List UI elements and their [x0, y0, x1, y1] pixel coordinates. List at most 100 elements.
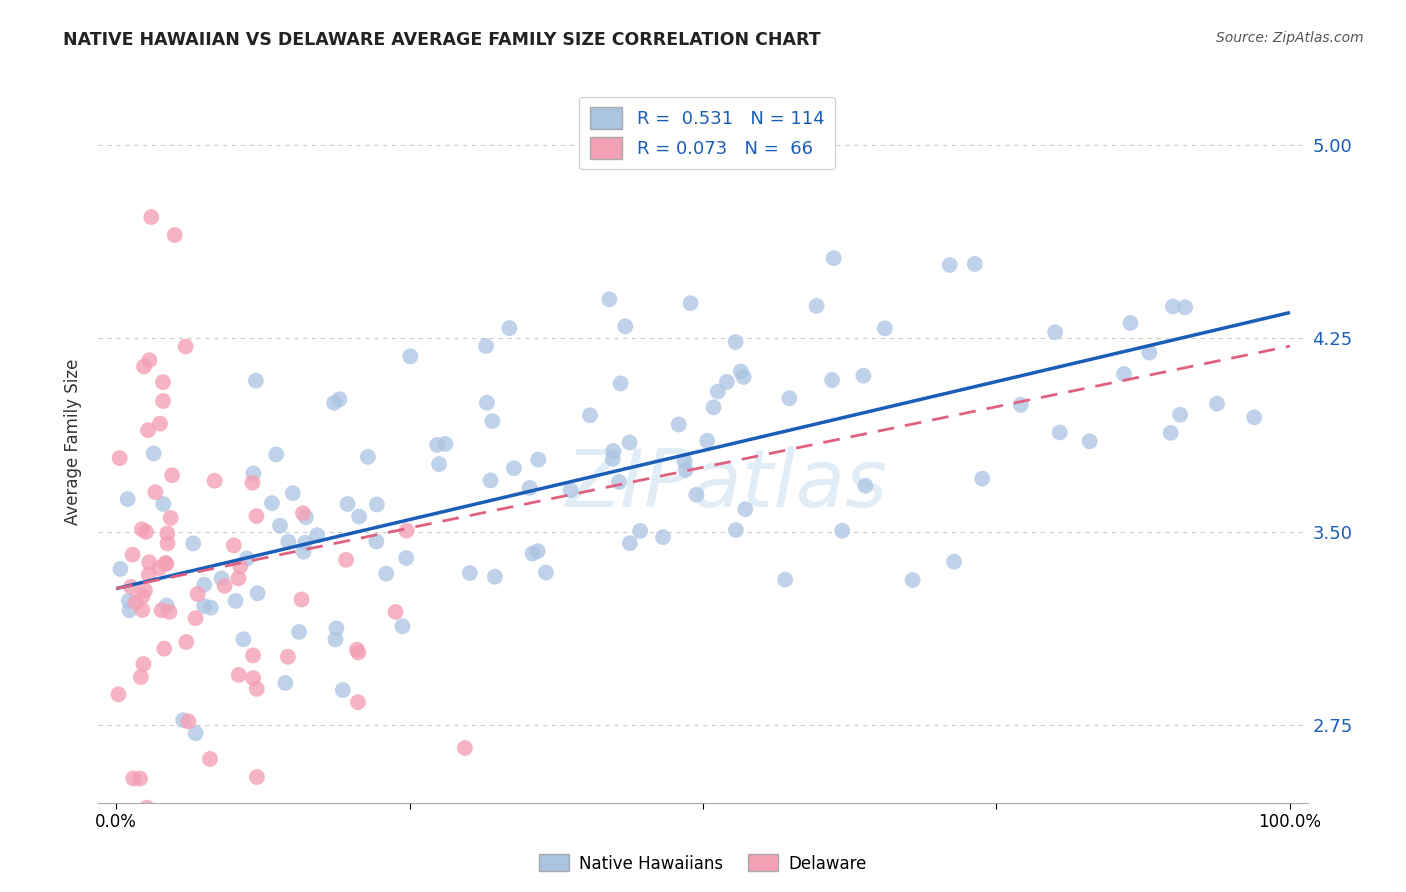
Point — [702, 401, 724, 415]
Point — [152, 394, 174, 409]
Point — [156, 526, 179, 541]
Point — [198, 752, 221, 766]
Point — [602, 444, 624, 458]
Point — [1119, 316, 1142, 330]
Y-axis label: Average Family Size: Average Family Size — [65, 359, 83, 524]
Point — [503, 461, 526, 475]
Point — [242, 671, 264, 685]
Point — [246, 586, 269, 600]
Point — [526, 544, 548, 558]
Point — [733, 370, 755, 384]
Point — [181, 536, 204, 550]
Point — [1043, 325, 1066, 339]
Point — [174, 635, 197, 649]
Point — [1137, 345, 1160, 359]
Point — [110, 562, 132, 576]
Point — [177, 714, 200, 729]
Point — [152, 375, 174, 389]
Point — [121, 548, 143, 562]
Point — [197, 857, 219, 871]
Point — [399, 349, 422, 363]
Point — [131, 522, 153, 536]
Point — [277, 649, 299, 664]
Point — [619, 536, 641, 550]
Point — [274, 676, 297, 690]
Point — [156, 536, 179, 550]
Text: ZIPatlas: ZIPatlas — [567, 446, 889, 524]
Point — [366, 498, 388, 512]
Point — [246, 681, 269, 696]
Point — [291, 506, 314, 520]
Point — [336, 497, 359, 511]
Point — [184, 611, 207, 625]
Point — [193, 599, 215, 613]
Point — [325, 621, 347, 635]
Point — [136, 423, 159, 437]
Point — [395, 524, 418, 538]
Point — [963, 257, 986, 271]
Point — [246, 770, 269, 784]
Point — [132, 657, 155, 671]
Point — [153, 641, 176, 656]
Point — [222, 538, 245, 552]
Point — [159, 605, 181, 619]
Point — [498, 321, 520, 335]
Point — [375, 566, 398, 581]
Point — [229, 559, 252, 574]
Point — [242, 475, 264, 490]
Point — [117, 492, 139, 507]
Point — [395, 551, 418, 566]
Point — [821, 373, 844, 387]
Point — [628, 524, 651, 538]
Point — [307, 528, 329, 542]
Point — [395, 805, 418, 819]
Point — [131, 603, 153, 617]
Point — [730, 364, 752, 378]
Point — [193, 578, 215, 592]
Point — [228, 571, 250, 585]
Point — [118, 603, 141, 617]
Point — [475, 339, 498, 353]
Point — [527, 452, 550, 467]
Point — [232, 632, 254, 647]
Point — [155, 557, 177, 571]
Point — [138, 567, 160, 582]
Point — [136, 800, 159, 814]
Point — [156, 599, 179, 613]
Point — [332, 683, 354, 698]
Point — [325, 632, 347, 647]
Point — [479, 474, 502, 488]
Point — [122, 772, 145, 786]
Point — [347, 509, 370, 524]
Point — [434, 437, 457, 451]
Point — [260, 496, 283, 510]
Point — [141, 210, 163, 224]
Point — [619, 435, 641, 450]
Point — [519, 481, 541, 495]
Point — [366, 534, 388, 549]
Point — [1168, 408, 1191, 422]
Point — [943, 555, 966, 569]
Point — [346, 642, 368, 657]
Point — [323, 396, 346, 410]
Point — [614, 319, 637, 334]
Text: NATIVE HAWAIIAN VS DELAWARE AVERAGE FAMILY SIZE CORRELATION CHART: NATIVE HAWAIIAN VS DELAWARE AVERAGE FAMI… — [63, 31, 821, 49]
Point — [673, 454, 696, 468]
Point — [724, 334, 747, 349]
Point — [1160, 425, 1182, 440]
Point — [706, 384, 728, 399]
Point — [294, 535, 316, 549]
Point — [328, 392, 350, 407]
Point — [107, 687, 129, 701]
Point — [391, 619, 413, 633]
Point — [187, 587, 209, 601]
Point — [475, 395, 498, 409]
Point — [163, 228, 186, 243]
Point — [853, 479, 876, 493]
Point — [1243, 410, 1265, 425]
Point — [778, 392, 800, 406]
Point — [236, 551, 259, 566]
Point — [143, 485, 166, 500]
Point — [938, 258, 960, 272]
Point — [129, 772, 152, 786]
